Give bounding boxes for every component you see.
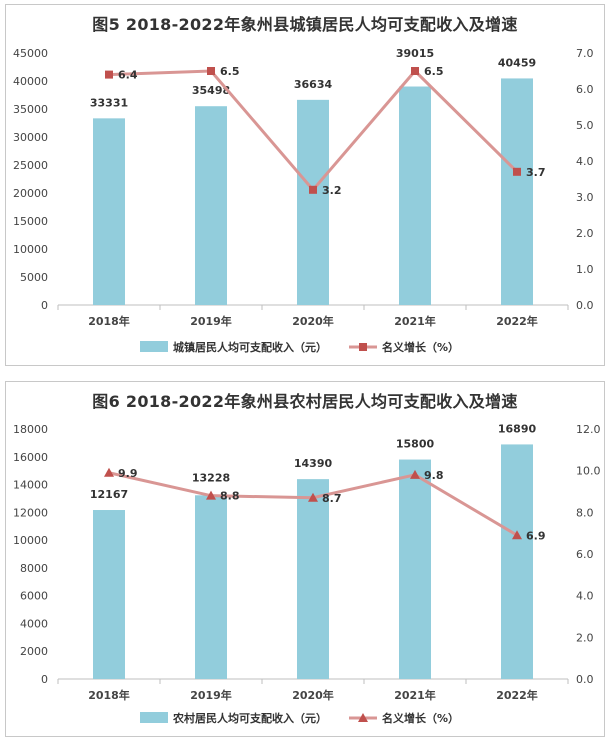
growth-marker xyxy=(512,530,522,540)
bar xyxy=(399,459,431,679)
line-data-label: 9.9 xyxy=(118,467,138,480)
x-category-label: 2020年 xyxy=(292,688,334,702)
bar xyxy=(297,479,329,679)
legend-bar-label: 农村居民人均可支配收入（元） xyxy=(172,711,327,725)
bar xyxy=(501,78,533,306)
legend-bar-swatch xyxy=(140,341,168,352)
growth-marker xyxy=(411,67,419,75)
bar xyxy=(195,495,227,679)
growth-marker xyxy=(309,185,317,194)
y-left-tick-label: 0 xyxy=(41,673,48,686)
bar-data-label: 39015 xyxy=(396,47,434,60)
x-category-label: 2020年 xyxy=(292,314,334,328)
y-left-tick-label: 10000 xyxy=(13,243,48,256)
bar-data-label: 14390 xyxy=(294,457,333,470)
y-left-tick-label: 16000 xyxy=(13,451,48,464)
y-left-tick-label: 6000 xyxy=(20,590,48,603)
bar-data-label: 33331 xyxy=(90,96,128,109)
y-left-tick-label: 40000 xyxy=(13,75,48,88)
x-category-label: 2019年 xyxy=(190,688,232,702)
chart-panel-urban: 图5 2018-2022年象州县城镇居民人均可支配收入及增速 0 5000 1000… xyxy=(5,4,605,366)
y-left-tick-label: 4000 xyxy=(20,617,48,630)
bar xyxy=(195,106,227,305)
growth-marker xyxy=(308,492,318,502)
legend-bar-swatch xyxy=(140,712,168,723)
x-category-label: 2022年 xyxy=(496,688,538,702)
y-right-tick-label: 8.0 xyxy=(576,506,594,519)
growth-marker xyxy=(105,70,113,79)
growth-marker xyxy=(410,469,420,479)
y-right-tick-label: 2.0 xyxy=(576,631,594,644)
x-category-label: 2018年 xyxy=(88,688,130,702)
y-left-tick-label: 35000 xyxy=(13,103,48,116)
bar-data-label: 36634 xyxy=(294,78,333,91)
growth-marker xyxy=(206,490,216,500)
x-category-label: 2022年 xyxy=(496,314,538,328)
y-right-tick-label: 5.0 xyxy=(576,119,594,132)
y-left-tick-label: 45000 xyxy=(13,47,48,60)
bar xyxy=(297,99,329,305)
y-right-tick-label: 6.0 xyxy=(576,83,594,96)
bar-data-label: 40459 xyxy=(498,56,536,69)
y-right-tick-label: 4.0 xyxy=(576,155,594,168)
x-category-label: 2018年 xyxy=(88,314,130,328)
legend-marker xyxy=(358,713,368,722)
y-left-tick-label: 14000 xyxy=(13,479,48,492)
y-left-tick-label: 0 xyxy=(41,299,48,312)
x-category-label: 2019年 xyxy=(190,314,232,328)
y-left-tick-label: 10000 xyxy=(13,534,48,547)
line-data-label: 6.4 xyxy=(118,69,138,82)
y-right-tick-label: 2.0 xyxy=(576,227,594,240)
y-right-tick-label: 6.0 xyxy=(576,548,594,561)
x-category-label: 2021年 xyxy=(394,314,436,328)
chart-svg-rural: 0 2000 4000 6000 8000 10000 12000 14000 16000 180… xyxy=(13,422,601,725)
bar-data-label: 12167 xyxy=(90,488,128,501)
bar xyxy=(501,444,533,679)
x-category-label: 2021年 xyxy=(394,688,436,702)
y-right-tick-label: 7.0 xyxy=(576,47,594,60)
bar xyxy=(93,118,125,305)
growth-marker xyxy=(207,67,215,75)
chart-title: 图5 2018-2022年象州县城镇居民人均可支配收入及增速 xyxy=(92,15,518,34)
y-left-tick-label: 8000 xyxy=(20,562,48,575)
line-data-label: 8.7 xyxy=(322,492,342,505)
line-data-label: 3.2 xyxy=(322,184,342,197)
bar-data-label: 16890 xyxy=(498,422,537,435)
line-data-label: 6.5 xyxy=(220,65,240,78)
y-left-tick-label: 18000 xyxy=(13,423,48,436)
bar xyxy=(93,510,125,679)
bar xyxy=(399,86,431,306)
y-right-tick-label: 3.0 xyxy=(576,191,594,204)
chart-title: 图6 2018-2022年象州县农村居民人均可支配收入及增速 xyxy=(92,392,518,411)
y-right-tick-label: 12.0 xyxy=(576,423,601,436)
y-left-tick-label: 12000 xyxy=(13,506,48,519)
y-left-tick-label: 5000 xyxy=(20,271,48,284)
chart-panel-rural: 图6 2018-2022年象州县农村居民人均可支配收入及增速 0 2000 4000… xyxy=(5,381,605,737)
legend-bar-label: 城镇居民人均可支配收入（元） xyxy=(173,340,327,354)
y-right-tick-label: 1.0 xyxy=(576,263,594,276)
legend-line-label: 名义增长（%） xyxy=(382,711,459,725)
y-left-tick-label: 25000 xyxy=(13,159,48,172)
bar-data-label: 13228 xyxy=(192,472,230,485)
line-data-label: 6.9 xyxy=(526,529,546,542)
y-left-tick-label: 15000 xyxy=(13,215,48,228)
y-left-tick-label: 2000 xyxy=(20,645,48,658)
line-data-label: 9.8 xyxy=(424,469,444,482)
y-left-tick-label: 20000 xyxy=(13,187,48,200)
chart-svg-urban: 0 5000 10000 15000 20000 25000 30000 35000 40000… xyxy=(13,47,594,354)
line-data-label: 8.8 xyxy=(220,490,240,503)
line-data-label: 3.7 xyxy=(526,166,546,179)
y-left-tick-label: 30000 xyxy=(13,131,48,144)
y-right-tick-label: 0.0 xyxy=(576,299,594,312)
line-data-label: 6.5 xyxy=(424,65,444,78)
legend-line-label: 名义增长（%） xyxy=(382,340,459,354)
y-right-tick-label: 4.0 xyxy=(576,590,594,603)
growth-marker xyxy=(104,467,114,477)
legend-marker xyxy=(359,343,367,351)
bar-data-label: 15800 xyxy=(396,438,435,451)
y-right-tick-label: 10.0 xyxy=(576,465,601,478)
growth-marker xyxy=(513,167,521,176)
bar-data-label: 35498 xyxy=(192,84,230,97)
y-right-tick-label: 0.0 xyxy=(576,673,594,686)
